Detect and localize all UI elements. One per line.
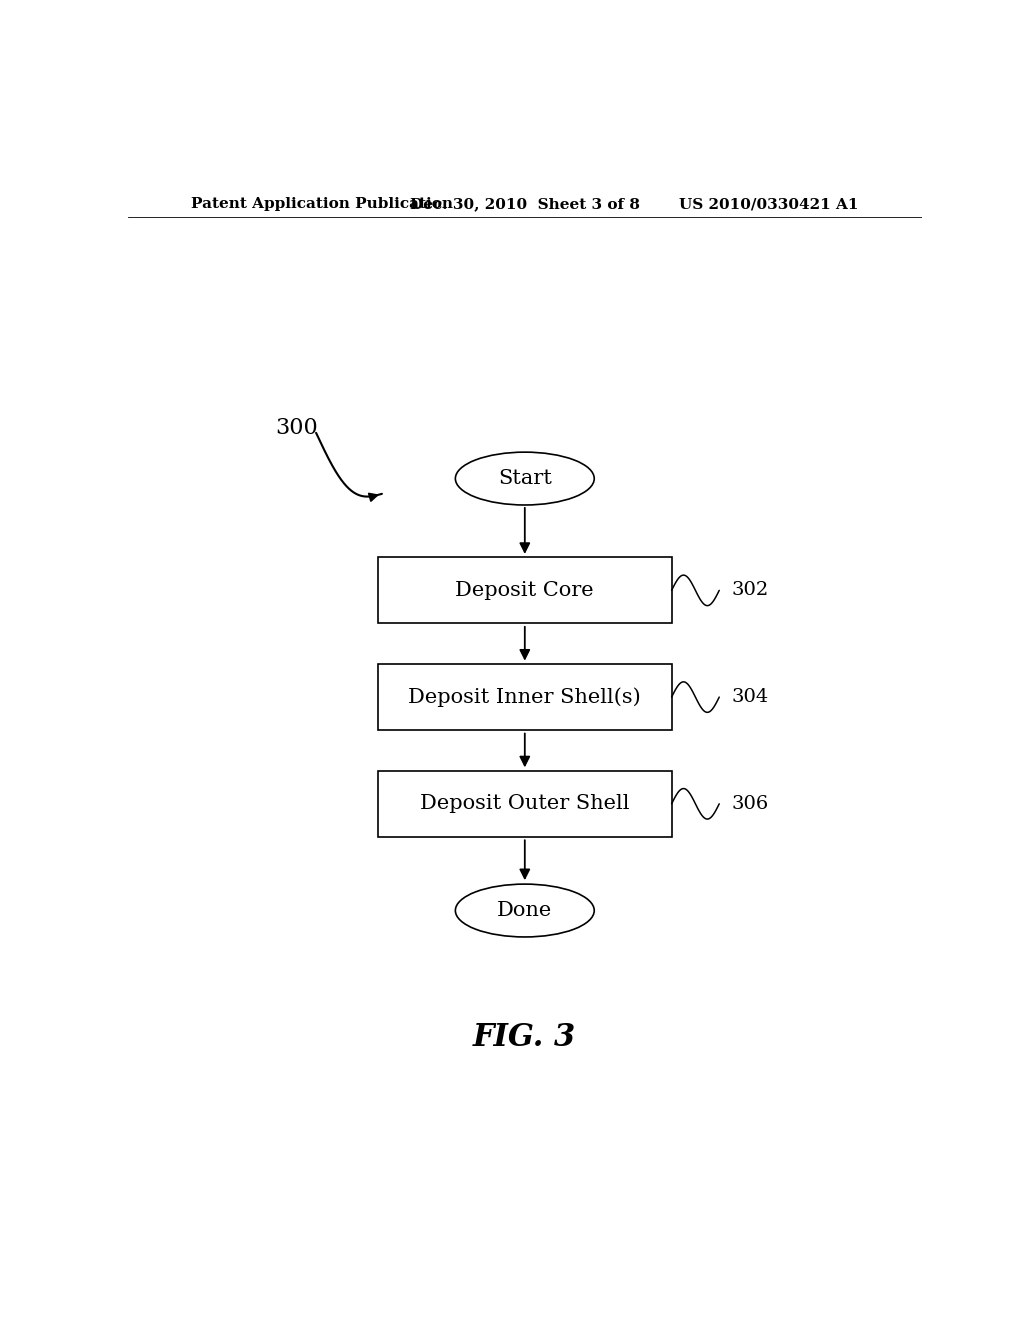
Text: Start: Start bbox=[498, 469, 552, 488]
Text: Patent Application Publication: Patent Application Publication bbox=[191, 197, 454, 211]
Text: 306: 306 bbox=[731, 795, 768, 813]
Text: Deposit Outer Shell: Deposit Outer Shell bbox=[420, 795, 630, 813]
Text: 302: 302 bbox=[731, 581, 768, 599]
Text: 304: 304 bbox=[731, 688, 768, 706]
Text: Deposit Core: Deposit Core bbox=[456, 581, 594, 599]
Text: US 2010/0330421 A1: US 2010/0330421 A1 bbox=[679, 197, 858, 211]
Text: Dec. 30, 2010  Sheet 3 of 8: Dec. 30, 2010 Sheet 3 of 8 bbox=[410, 197, 640, 211]
Text: 300: 300 bbox=[274, 417, 317, 438]
Text: Deposit Inner Shell(s): Deposit Inner Shell(s) bbox=[409, 688, 641, 708]
Text: Done: Done bbox=[498, 902, 552, 920]
Text: FIG. 3: FIG. 3 bbox=[473, 1022, 577, 1053]
